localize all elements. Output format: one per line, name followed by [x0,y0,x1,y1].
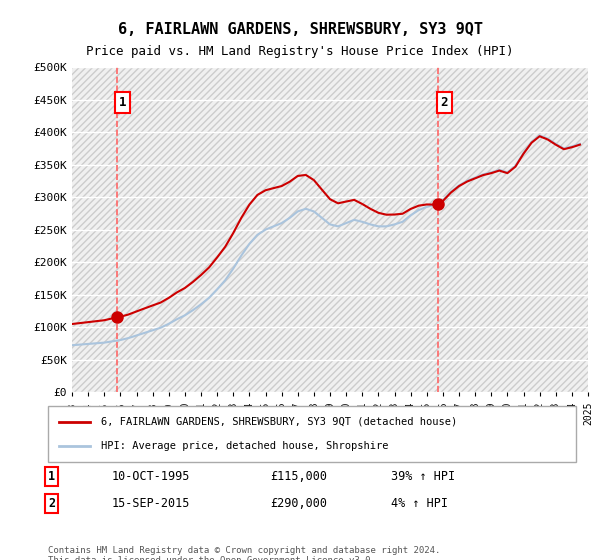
Text: Price paid vs. HM Land Registry's House Price Index (HPI): Price paid vs. HM Land Registry's House … [86,45,514,58]
Text: 2: 2 [48,497,55,510]
Text: Contains HM Land Registry data © Crown copyright and database right 2024.
This d: Contains HM Land Registry data © Crown c… [48,546,440,560]
Text: 6, FAIRLAWN GARDENS, SHREWSBURY, SY3 9QT (detached house): 6, FAIRLAWN GARDENS, SHREWSBURY, SY3 9QT… [101,417,457,427]
Text: 2: 2 [440,96,448,109]
Text: HPI: Average price, detached house, Shropshire: HPI: Average price, detached house, Shro… [101,441,388,451]
Text: £115,000: £115,000 [270,470,327,483]
Text: 1: 1 [119,96,127,109]
Text: 6, FAIRLAWN GARDENS, SHREWSBURY, SY3 9QT: 6, FAIRLAWN GARDENS, SHREWSBURY, SY3 9QT [118,22,482,38]
Text: 39% ↑ HPI: 39% ↑ HPI [391,470,455,483]
Text: 1: 1 [48,470,55,483]
FancyBboxPatch shape [48,406,576,462]
Text: 4% ↑ HPI: 4% ↑ HPI [391,497,448,510]
Text: 15-SEP-2015: 15-SEP-2015 [112,497,190,510]
Text: 10-OCT-1995: 10-OCT-1995 [112,470,190,483]
Text: £290,000: £290,000 [270,497,327,510]
